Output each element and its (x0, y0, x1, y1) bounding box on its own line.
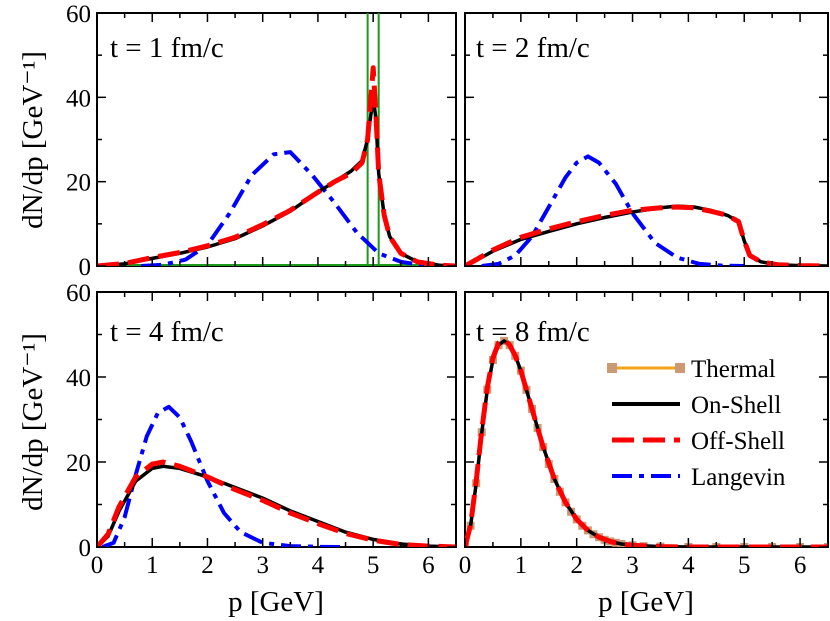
x-tick-label: 1 (146, 552, 159, 579)
y-tick-label: 0 (79, 535, 92, 562)
series-off-shell-line (97, 65, 456, 266)
panel-label-t4: t = 4 fm/c (110, 316, 224, 348)
x-tick-label: 2 (201, 552, 214, 579)
panel-3-plot (97, 404, 456, 547)
x-axis-title-right: p [GeV] (598, 586, 694, 618)
y-tick-label: 20 (66, 450, 91, 477)
y-tick-label: 40 (66, 85, 91, 112)
legend-marker-thermal (675, 363, 685, 373)
series-off-shell-line (97, 459, 456, 547)
x-tick-label: 5 (367, 552, 380, 579)
y-axis-title-bottom: dN/dp [GeV⁻¹] (17, 333, 49, 511)
x-tick-label: 6 (422, 552, 435, 579)
y-tick-label: 60 (66, 280, 91, 307)
legend-marker-thermal (607, 363, 617, 373)
x-tick-label: 3 (626, 552, 639, 579)
x-axis-title-left: p [GeV] (228, 586, 324, 618)
figure-text: t = 1 fm/c t = 2 fm/c t = 4 fm/c t = 8 f… (17, 32, 694, 618)
y-tick-label: 20 (66, 170, 91, 197)
panel-1-plot (97, 13, 456, 266)
x-tick-label: 1 (515, 552, 528, 579)
x-tick-label: 0 (459, 552, 472, 579)
series-langevin-line (141, 150, 446, 266)
legend-label-off-shell: Off-Shell (691, 428, 785, 455)
panel-2-plot (465, 154, 828, 266)
x-tick-label: 0 (91, 552, 104, 579)
x-tick-label: 3 (256, 552, 269, 579)
series-off-shell-line (465, 204, 828, 266)
y-tick-label: 40 (66, 365, 91, 392)
y-tick-label: 0 (79, 254, 92, 281)
y-tick-label: 60 (66, 1, 91, 28)
panel-label-t2: t = 2 fm/c (476, 32, 590, 64)
panel-label-t8: t = 8 fm/c (476, 316, 590, 348)
legend-label-on-shell: On-Shell (691, 392, 781, 419)
legend: Thermal On-Shell Off-Shell Langevin (607, 356, 786, 491)
legend-label-thermal: Thermal (691, 356, 776, 383)
y-axis-title-top: dN/dp [GeV⁻¹] (17, 51, 49, 229)
x-tick-label: 4 (312, 552, 325, 579)
x-tick-label: 4 (682, 552, 695, 579)
series-langevin-line (481, 154, 745, 266)
x-tick-label: 2 (570, 552, 583, 579)
x-tick-label: 5 (738, 552, 751, 579)
legend-label-langevin: Langevin (691, 464, 786, 491)
panel-label-t1: t = 1 fm/c (110, 32, 224, 64)
x-tick-label: 6 (794, 552, 807, 579)
series-on-shell-line (97, 95, 456, 266)
